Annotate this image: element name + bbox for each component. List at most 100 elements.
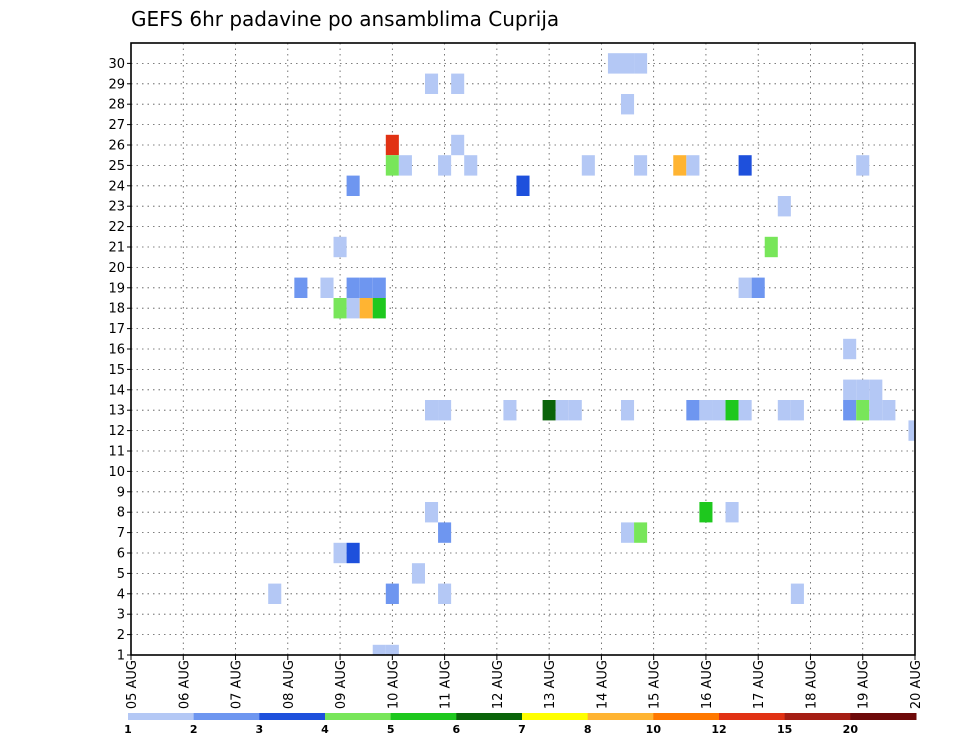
precip-cell [425,400,439,421]
colorbar-swatch [522,713,589,720]
precip-cell [385,155,399,176]
colorbar-label: 2 [190,723,198,736]
precip-cell [333,236,347,258]
precip-cell [333,542,347,564]
y-tick-label: 4 [117,587,125,602]
x-tick-label: 13 AUG [543,660,558,709]
y-tick-label: 12 [108,424,125,439]
y-tick-label: 6 [117,547,125,562]
x-axis: 05 AUG 06 AUG 07 AUG 08 AUG 09 AUG 10 AUG 11 A… [125,655,924,709]
chart-title: GEFS 6hr padavine po ansamblima Cuprija [131,7,559,31]
precip-cell [725,502,739,523]
precip-cell [320,277,334,298]
y-axis: 1234567891011121314151617181920212223242… [108,57,131,664]
precip-cell [843,338,857,360]
colorbar-swatch [784,713,851,720]
y-tick-label: 28 [108,98,125,113]
precip-cell [568,400,582,421]
colorbar-swatch [128,713,195,720]
precip-cell [581,155,595,176]
precip-cell [699,400,713,421]
precip-cell [634,53,648,74]
colorbar-label: 12 [711,723,726,736]
precip-cell [699,502,713,523]
precip-cell [856,155,870,176]
precip-cell [882,400,896,421]
precip-cell [790,583,804,604]
y-tick-label: 22 [108,220,125,235]
x-tick-label: 17 AUG [752,660,767,709]
precip-cell [751,277,765,298]
precip-cell [869,379,883,400]
colorbar-swatch [259,713,326,720]
precip-cell [346,298,360,319]
y-tick-label: 2 [117,628,125,643]
colorbar-swatch [456,713,523,720]
y-tick-label: 26 [108,139,125,154]
precip-cell [542,400,556,421]
colorbar-label: 1 [124,723,132,736]
precip-cell [333,298,347,319]
precip-cell [503,400,517,421]
y-tick-label: 29 [108,77,125,92]
colorbar-swatch [850,713,917,720]
precip-cell [843,400,857,421]
precip-cell [438,155,452,176]
x-tick-label: 09 AUG [334,660,349,709]
colorbar-swatch [193,713,260,720]
precip-cell [411,563,425,584]
y-tick-label: 16 [108,343,125,358]
precip-cell [346,175,360,196]
precip-cell [385,644,399,655]
colorbar-label: 10 [646,723,662,736]
y-tick-label: 10 [108,465,125,480]
colorbar-label: 6 [453,723,461,736]
precip-cell [438,522,452,543]
precip-cell [686,155,700,176]
precip-cell [712,400,726,421]
colorbar-label: 4 [321,723,329,736]
y-tick-label: 19 [108,281,125,296]
colorbar-label: 5 [387,723,395,736]
y-tick-label: 25 [108,159,125,174]
precip-cell [738,277,752,298]
precip-cell [856,400,870,421]
y-tick-label: 30 [108,57,125,72]
precip-cell [372,277,386,298]
plot-frame [130,42,916,656]
precip-cell [372,298,386,319]
precip-cell [385,134,399,156]
precip-cell [686,400,700,421]
colorbar-label: 7 [518,723,526,736]
precip-cell [634,155,648,176]
colorbar-swatch [390,713,457,720]
precip-cell [621,522,635,543]
colorbar-label: 15 [777,723,792,736]
precip-cell [359,277,373,298]
colorbar-swatch [325,713,392,720]
precip-cell [843,379,857,400]
precip-cell [516,175,530,196]
y-tick-label: 21 [108,241,125,256]
precip-cell [425,73,439,94]
precip-cell [607,53,621,74]
y-tick-label: 1 [117,649,125,664]
precip-cell [438,583,452,604]
precip-cell [621,400,635,421]
y-tick-label: 7 [117,526,125,541]
x-tick-label: 05 AUG [125,660,140,709]
x-tick-label: 20 AUG [909,660,924,709]
colorbar: 1 2 3 4 5 6 7 8 10 12 15 20 [124,713,917,736]
precip-cell [738,400,752,421]
colorbar-swatch [587,713,654,720]
x-tick-label: 07 AUG [230,660,245,709]
colorbar-swatch [653,713,720,720]
precip-cell [621,94,635,115]
precip-cell [268,583,282,604]
y-tick-label: 8 [117,506,125,521]
precip-cell [725,400,739,421]
precip-cell [346,277,360,298]
precip-cell [634,522,648,543]
precip-cell [464,155,478,176]
